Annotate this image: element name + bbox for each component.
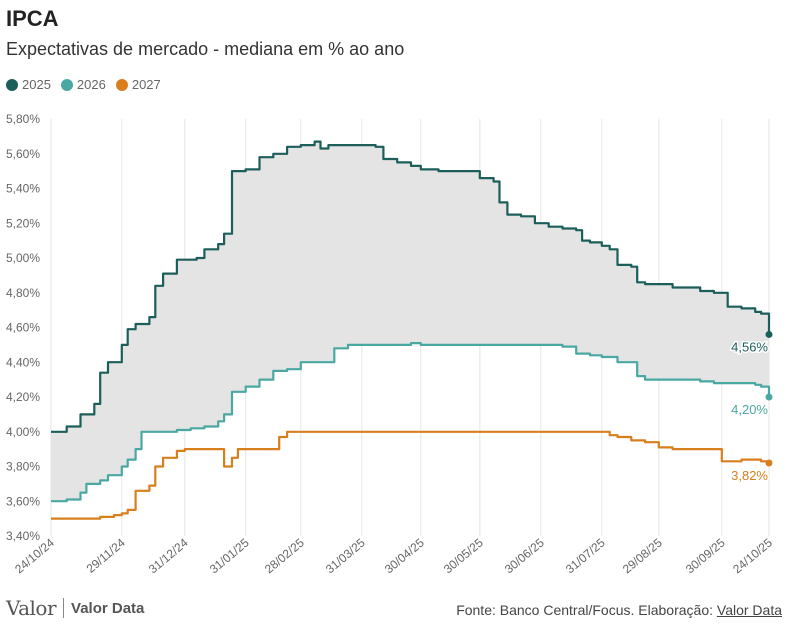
y-tick-label: 4,40% — [6, 355, 40, 369]
source-link[interactable]: Valor Data — [716, 602, 782, 618]
end-point-2025 — [765, 330, 773, 338]
end-label-2025: 4,56% — [731, 339, 768, 354]
legend-item-2025[interactable]: 2025 — [6, 77, 51, 92]
valor-logo: Valor Valor Data — [6, 596, 144, 620]
legend-label-2027: 2027 — [131, 77, 161, 92]
legend-item-2026[interactable]: 2026 — [60, 77, 106, 92]
legend-swatch-2025 — [6, 78, 18, 91]
valor-data-logo-text: Valor Data — [71, 599, 145, 617]
chart-subtitle: Expectativas de mercado - mediana em % a… — [6, 39, 405, 59]
y-tick-label: 3,80% — [6, 460, 40, 474]
logo-divider — [63, 598, 65, 618]
y-tick-label: 5,20% — [6, 216, 40, 230]
legend-swatch-2027 — [115, 78, 128, 91]
y-tick-label: 5,40% — [6, 182, 40, 196]
legend-label-2026: 2026 — [76, 77, 106, 92]
x-tick-label: 30/06/25 — [502, 535, 547, 576]
x-tick-label: 31/07/25 — [563, 535, 608, 576]
y-tick-label: 5,80% — [6, 112, 40, 126]
y-tick-label: 5,60% — [6, 147, 40, 161]
y-tick-label: 4,80% — [6, 286, 40, 300]
y-tick-label: 5,00% — [6, 251, 40, 265]
end-point-2026 — [765, 393, 773, 401]
series-line-2027 — [51, 430, 771, 520]
x-tick-label: 31/03/25 — [323, 535, 368, 576]
x-tick-label: 28/02/25 — [262, 535, 307, 576]
x-tick-label: 29/11/24 — [84, 535, 128, 575]
x-tick-label: 31/01/25 — [207, 535, 252, 576]
series-line-2025 — [51, 140, 771, 433]
source-text: Fonte: Banco Central/Focus. Elaboração: — [456, 602, 717, 618]
legend: 2025 2026 2027 — [6, 77, 161, 92]
x-tick-label: 31/12/24 — [146, 535, 191, 576]
series-line-2026 — [51, 342, 771, 503]
source-note: Fonte: Banco Central/Focus. Elaboração: … — [456, 602, 782, 618]
end-point-2027 — [765, 459, 773, 467]
end-label-2027: 3,82% — [731, 468, 768, 483]
y-tick-label: 3,60% — [6, 494, 40, 508]
y-tick-label: 4,00% — [6, 425, 40, 439]
y-tick-label: 4,20% — [6, 390, 40, 404]
x-tick-label: 30/04/25 — [382, 535, 427, 576]
y-tick-label: 4,60% — [6, 321, 40, 335]
valor-logo-text: Valor — [6, 596, 57, 620]
y-tick-label: 3,40% — [6, 529, 40, 543]
x-tick-label: 24/10/25 — [730, 535, 775, 576]
legend-item-2027[interactable]: 2027 — [115, 77, 161, 92]
range-band — [51, 141, 769, 502]
end-label-2026: 4,20% — [731, 402, 768, 417]
x-tick-label: 30/05/25 — [441, 535, 486, 576]
chart-title: IPCA — [6, 6, 59, 31]
x-tick-label: 30/09/25 — [683, 535, 728, 576]
x-tick-label: 29/08/25 — [620, 535, 665, 576]
legend-swatch-2026 — [60, 78, 73, 91]
legend-label-2025: 2025 — [22, 77, 51, 92]
